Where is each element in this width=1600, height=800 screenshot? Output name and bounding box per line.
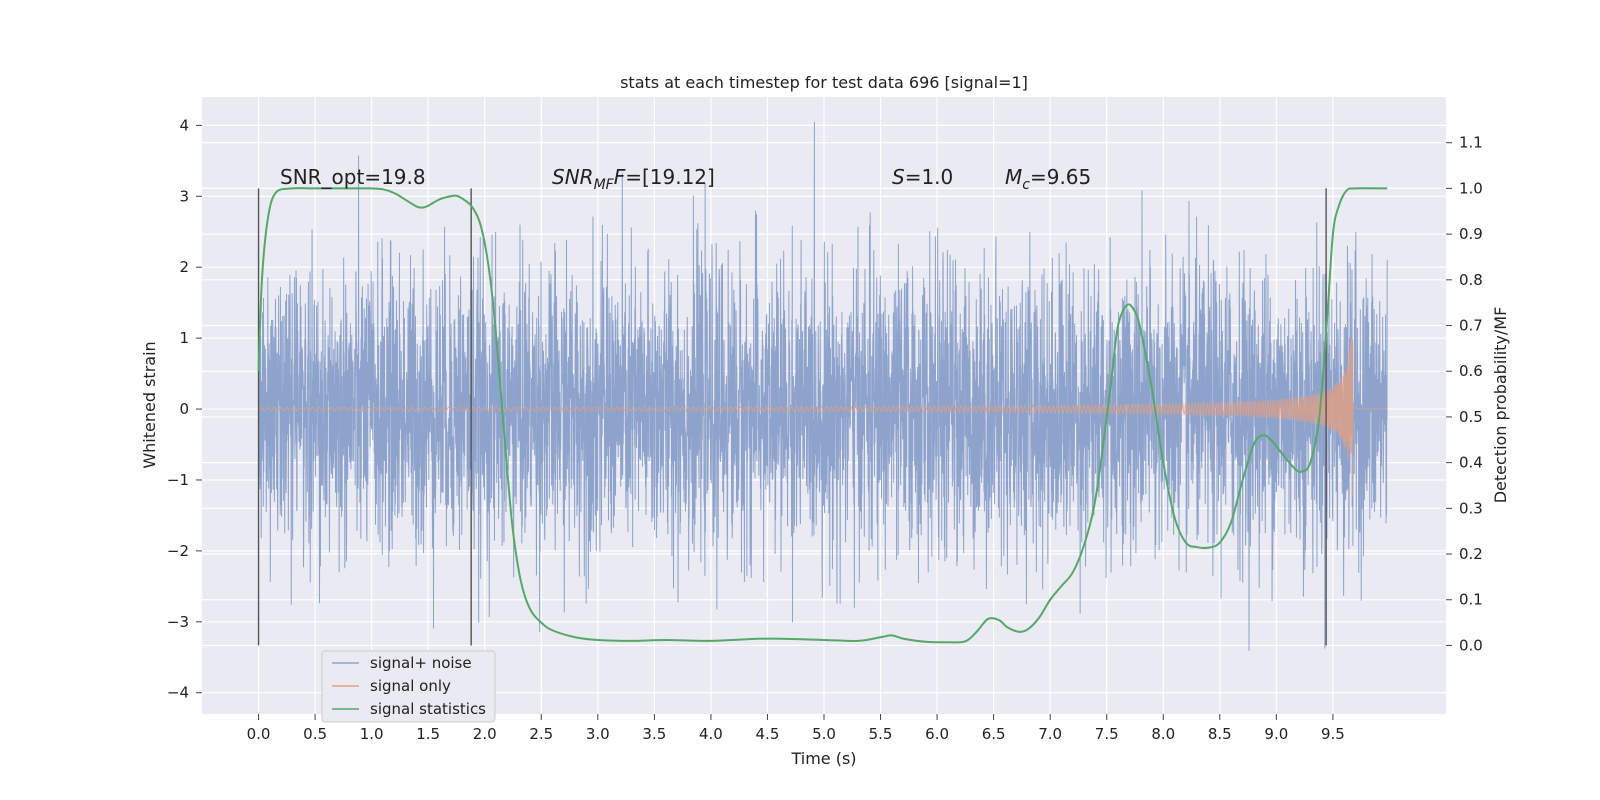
x-tick-label: 1.0 xyxy=(360,725,384,743)
x-tick-label: 5.0 xyxy=(812,725,836,743)
legend-box xyxy=(321,650,496,723)
x-tick-label: 4.0 xyxy=(699,725,723,743)
y2-tick-label: 1.1 xyxy=(1459,134,1483,152)
annotation-mc-main: M xyxy=(1005,165,1022,189)
y-axis-label: Whitened strain xyxy=(140,341,159,468)
annotation-s-value: =1.0 xyxy=(905,165,954,189)
vertical-markers xyxy=(257,188,1327,646)
annotation-snr-mf-value: =[19.12] xyxy=(625,165,715,189)
signal-statistics-series xyxy=(257,187,1388,644)
x-tick-label: 8.5 xyxy=(1208,725,1232,743)
y2-axis-label: Detection probability/MF xyxy=(1491,307,1510,504)
x-tick-label: 4.5 xyxy=(756,725,780,743)
chart-title: stats at each timestep for test data 696… xyxy=(620,73,1028,92)
y2-tick-label: 0.3 xyxy=(1459,499,1483,517)
x-tick-label: 8.0 xyxy=(1151,725,1175,743)
y2-tick-label: 0.6 xyxy=(1459,362,1483,380)
x-tick-label: 1.5 xyxy=(416,725,440,743)
annotation-mc-sub: c xyxy=(1022,177,1030,193)
y-tick-label: −4 xyxy=(167,684,189,702)
y2-tick-label: 0.5 xyxy=(1459,408,1483,426)
legend: signal+ noise signal only signal statist… xyxy=(321,650,496,723)
annotation-snr-mf-main: SNR xyxy=(552,165,594,189)
x-axis-label: Time (s) xyxy=(790,749,856,768)
y2-tick-label: 1.0 xyxy=(1459,179,1483,197)
y2-tick-label: 0.9 xyxy=(1459,225,1483,243)
y-tick-label: 1 xyxy=(179,329,189,347)
x-tick-label: 3.5 xyxy=(642,725,666,743)
y-tick-label: −1 xyxy=(167,471,189,489)
annotation-snr-opt: SNR_opt=19.8 xyxy=(280,165,426,189)
annotation-mc-value: =9.65 xyxy=(1030,165,1091,189)
annotation-snr-mf-sub: MF xyxy=(594,177,615,193)
y2-tick-label: 0.2 xyxy=(1459,545,1483,563)
y-tick-label: 4 xyxy=(179,116,189,134)
signal-plus-noise-series xyxy=(258,121,1388,651)
annotation-s-main: S xyxy=(892,165,905,189)
y2-tick-label: 0.4 xyxy=(1459,454,1483,472)
tick-labels: 0.0 0.5 1.0 1.5 2.0 2.5 3.0 3.5 4.0 4.5 5.0 5.5 6.0 6… xyxy=(167,116,1483,743)
x-tick-label: 9.5 xyxy=(1321,725,1345,743)
data-layer xyxy=(257,121,1388,651)
legend-label-signal-only: signal only xyxy=(370,677,451,695)
x-tick-label: 2.5 xyxy=(529,725,553,743)
y2-tick-label: 0.8 xyxy=(1459,271,1483,289)
signal-only-series xyxy=(258,337,1388,497)
x-tick-label: 5.5 xyxy=(869,725,893,743)
y2-tick-label: 0.7 xyxy=(1459,317,1483,335)
x-tick-label: 0.0 xyxy=(247,725,271,743)
x-tick-label: 7.5 xyxy=(1095,725,1119,743)
x-tick-label: 6.5 xyxy=(982,725,1006,743)
x-tick-label: 0.5 xyxy=(303,725,327,743)
x-tick-label: 2.0 xyxy=(473,725,497,743)
y2-tick-label: 0.0 xyxy=(1459,636,1483,654)
x-tick-label: 6.0 xyxy=(925,725,949,743)
legend-label-signal-statistics: signal statistics xyxy=(370,700,486,718)
y-tick-label: −2 xyxy=(167,542,189,560)
x-tick-label: 7.0 xyxy=(1038,725,1062,743)
x-tick-label: 3.0 xyxy=(586,725,610,743)
y-tick-label: 2 xyxy=(179,258,189,276)
annotation-mc: Mc=9.65 xyxy=(1005,165,1091,193)
annotation-snr-mf: SNRMFF=[19.12] xyxy=(552,165,715,193)
annotation-s: S=1.0 xyxy=(892,165,953,189)
legend-label-signal-plus-noise: signal+ noise xyxy=(370,654,472,672)
y-tick-label: 3 xyxy=(179,187,189,205)
y-tick-label: −3 xyxy=(167,613,189,631)
y2-tick-label: 0.1 xyxy=(1459,591,1483,609)
x-tick-label: 9.0 xyxy=(1264,725,1288,743)
annotation-snr-mf-f: F xyxy=(614,165,626,189)
y-tick-label: 0 xyxy=(179,400,189,418)
